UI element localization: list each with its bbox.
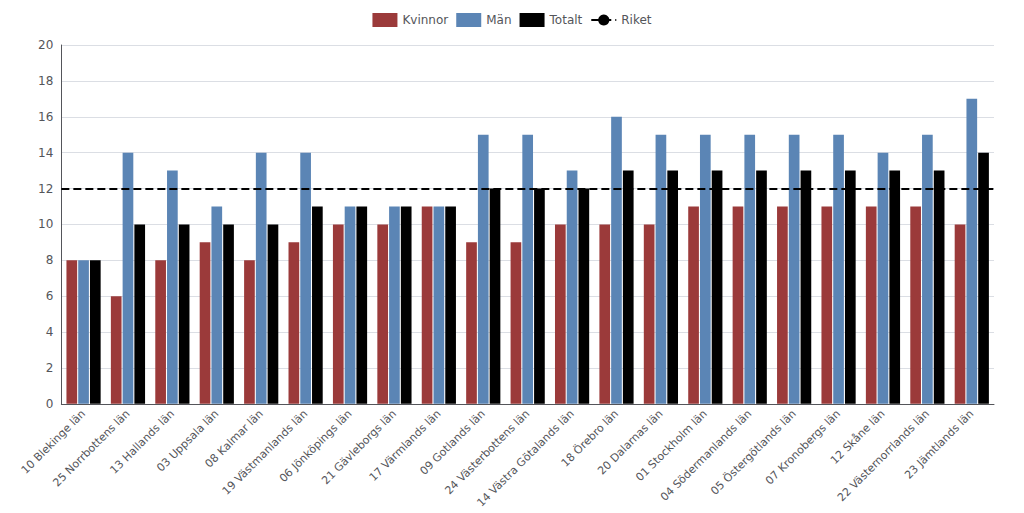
svg-text:18 Örebro län: 18 Örebro län [558,407,622,470]
svg-text:20 Dalarnas län: 20 Dalarnas län [595,407,666,478]
svg-text:22 Västernorrlands län: 22 Västernorrlands län [835,407,932,505]
svg-text:25 Norrbottens län: 25 Norrbottens län [50,407,132,489]
svg-text:08 Kalmar län: 08 Kalmar län [202,407,266,471]
svg-text:14 Västra Götalands län: 14 Västra Götalands län [474,407,577,510]
svg-text:6: 6 [46,289,54,303]
svg-text:17 Värmlands län: 17 Värmlands län [367,407,444,484]
svg-text:4: 4 [46,325,54,339]
svg-text:18: 18 [38,74,53,88]
svg-text:23 Jämtlands län: 23 Jämtlands län [902,407,976,481]
svg-text:2: 2 [46,361,54,375]
svg-text:10 Blekinge län: 10 Blekinge län [18,407,89,477]
svg-text:16: 16 [38,110,53,124]
svg-text:24 Västerbottens län: 24 Västerbottens län [442,407,532,497]
svg-text:01 Stockholm län: 01 Stockholm län [633,407,710,484]
svg-text:04 Södermanlands län: 04 Södermanlands län [658,407,754,503]
svg-text:06 Jönköpings län: 06 Jönköpings län [277,407,355,485]
svg-text:21 Gävleborgs län: 21 Gävleborgs län [319,407,399,487]
svg-text:20: 20 [38,38,53,52]
svg-text:14: 14 [38,146,53,160]
svg-text:8: 8 [46,253,54,267]
svg-text:07 Kronobergs län: 07 Kronobergs län [763,407,843,487]
svg-text:10: 10 [38,217,53,231]
svg-text:19 Västmanlands län: 19 Västmanlands län [220,407,311,498]
svg-text:Totalt: Totalt [549,13,583,27]
svg-text:12: 12 [38,182,53,196]
svg-text:12 Skåne län: 12 Skåne län [828,407,888,467]
svg-text:13 Hallands län: 13 Hallands län [107,407,177,477]
svg-text:05 Östergötlands län: 05 Östergötlands län [708,407,798,497]
svg-text:0: 0 [46,397,54,411]
svg-text:Riket: Riket [621,13,652,27]
svg-text:03 Uppsala län: 03 Uppsala län [154,407,222,475]
svg-text:Män: Män [486,13,511,27]
svg-text:Kvinnor: Kvinnor [402,13,448,27]
svg-text:09 Gotlands län: 09 Gotlands län [417,407,488,478]
